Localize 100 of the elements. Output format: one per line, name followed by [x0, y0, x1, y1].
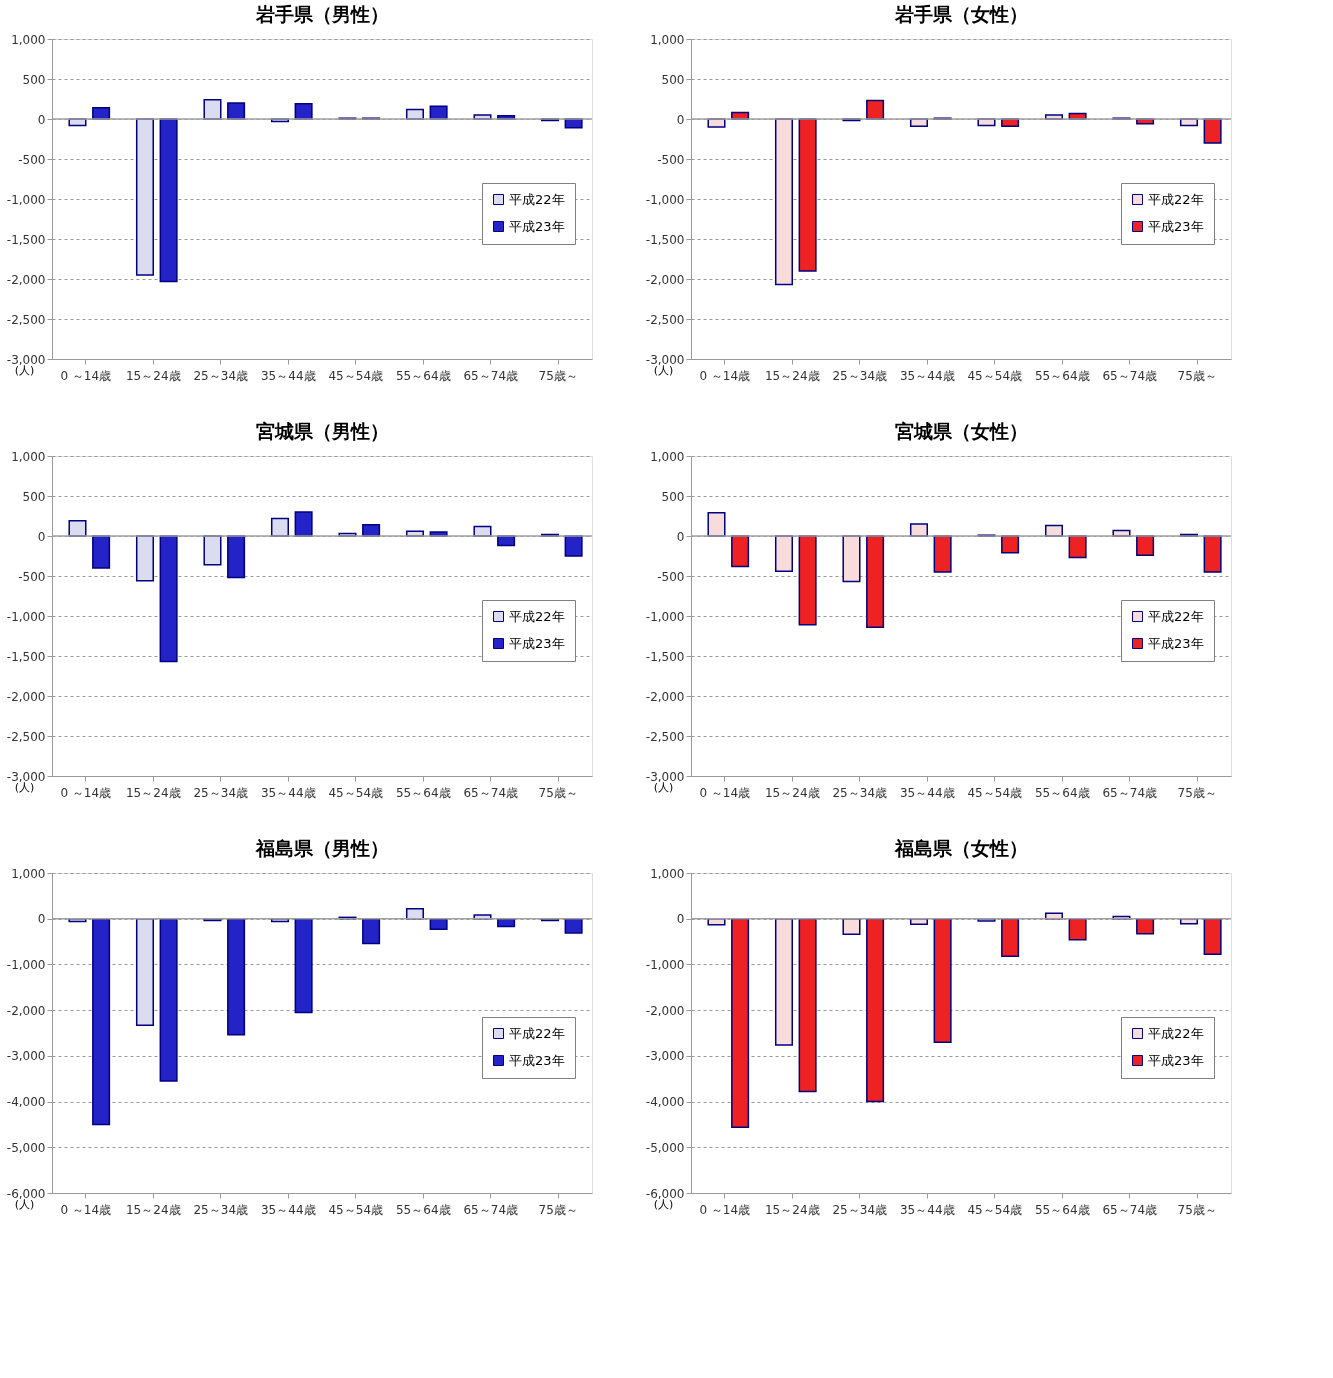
y-tick-label: -500 [18, 152, 46, 167]
x-tick-label: 35～44歳 [260, 368, 316, 383]
y-tick-label: -1,500 [645, 232, 685, 247]
x-tick-label: 15～24歳 [125, 785, 181, 800]
x-tick-label: 55～64歳 [1034, 1202, 1090, 1217]
legend-label: 平成23年 [509, 218, 565, 234]
y-tick-label: 1,000 [11, 32, 46, 47]
y-tick-label: 0 [37, 529, 46, 544]
x-tick-label: 0 ～14歳 [60, 368, 112, 383]
y-tick-label: -6,000 [6, 1186, 46, 1201]
legend-label: 平成23年 [1148, 635, 1204, 651]
x-tick-label: 25～34歳 [193, 368, 249, 383]
y-tick-label: -1,000 [645, 609, 685, 624]
y-tick-label: -1,500 [6, 649, 46, 664]
legend-label: 平成22年 [509, 608, 565, 624]
chart-title: 福島県（男性） [254, 837, 389, 859]
legend-label: 平成22年 [509, 191, 565, 207]
x-tick-label: 0 ～14歳 [699, 368, 751, 383]
x-tick-label: 45～54歳 [328, 785, 384, 800]
y-tick-label: 0 [676, 912, 685, 927]
x-tick-label: 0 ～14歳 [699, 785, 751, 800]
legend-label: 平成22年 [1148, 191, 1204, 207]
y-tick-label: 500 [661, 72, 685, 87]
x-tick-label: 75歳～ [1177, 368, 1217, 383]
x-tick-label: 15～24歳 [764, 1202, 820, 1217]
y-tick-label: -2,000 [645, 272, 685, 287]
y-tick-label: -4,000 [645, 1095, 685, 1110]
y-tick-label: -3,000 [6, 352, 46, 367]
x-tick-label: 75歳～ [538, 368, 578, 383]
legend-label: 平成23年 [1148, 1052, 1204, 1068]
x-tick-label: 65～74歳 [1102, 1202, 1158, 1217]
y-tick-label: -1,500 [6, 232, 46, 247]
y-tick-label: -2,000 [6, 272, 46, 287]
x-tick-label: 75歳～ [1177, 785, 1217, 800]
x-tick-label: 45～54歳 [967, 1202, 1023, 1217]
y-tick-label: 1,000 [11, 866, 46, 881]
y-tick-label: -1,500 [645, 649, 685, 664]
y-tick-label: -5,000 [645, 1140, 685, 1155]
y-tick-label: -3,000 [645, 1049, 685, 1064]
y-tick-label: 0 [37, 112, 46, 127]
x-tick-label: 55～64歳 [395, 368, 451, 383]
x-tick-label: 65～74歳 [463, 1202, 519, 1217]
y-tick-label: 500 [22, 72, 46, 87]
x-tick-label: 0 ～14歳 [60, 785, 112, 800]
x-tick-label: 45～54歳 [328, 368, 384, 383]
y-tick-label: -3,000 [6, 1049, 46, 1064]
chart-title: 宮城県（男性） [255, 420, 389, 442]
x-tick-label: 0 ～14歳 [699, 1202, 751, 1217]
x-tick-label: 55～64歳 [395, 785, 451, 800]
x-tick-label: 45～54歳 [967, 368, 1023, 383]
x-tick-label: 25～34歳 [193, 1202, 249, 1217]
x-tick-label: 75歳～ [1177, 1202, 1217, 1217]
x-tick-label: 15～24歳 [125, 1202, 181, 1217]
y-tick-label: 0 [37, 912, 46, 927]
y-tick-label: -2,500 [645, 312, 685, 327]
y-tick-label: -2,000 [6, 1003, 46, 1018]
x-tick-label: 15～24歳 [764, 368, 820, 383]
legend-label: 平成22年 [509, 1025, 565, 1041]
y-tick-label: -6,000 [645, 1186, 685, 1201]
y-tick-label: 1,000 [650, 32, 685, 47]
chart-title: 岩手県（女性） [893, 3, 1028, 25]
x-tick-label: 15～24歳 [764, 785, 820, 800]
y-tick-label: -2,500 [645, 729, 685, 744]
y-tick-label: -1,000 [6, 192, 46, 207]
x-tick-label: 65～74歳 [463, 368, 519, 383]
y-tick-label: 1,000 [11, 449, 46, 464]
y-tick-label: -3,000 [645, 769, 685, 784]
x-tick-label: 35～44歳 [899, 368, 955, 383]
y-tick-label: -4,000 [6, 1095, 46, 1110]
x-tick-label: 25～34歳 [832, 785, 888, 800]
x-tick-label: 35～44歳 [260, 785, 316, 800]
y-tick-label: -5,000 [6, 1140, 46, 1155]
y-tick-label: 1,000 [650, 449, 685, 464]
y-tick-label: 0 [676, 112, 685, 127]
y-tick-label: -2,500 [6, 729, 46, 744]
x-tick-label: 35～44歳 [899, 785, 955, 800]
y-tick-label: -2,500 [6, 312, 46, 327]
x-tick-label: 55～64歳 [1034, 785, 1090, 800]
legend-label: 平成22年 [1148, 1025, 1204, 1041]
x-tick-label: 45～54歳 [967, 785, 1023, 800]
y-tick-label: 500 [22, 489, 46, 504]
y-tick-label: -3,000 [6, 769, 46, 784]
x-tick-label: 65～74歳 [463, 785, 519, 800]
y-tick-label: -500 [657, 152, 685, 167]
chart-title: 宮城県（女性） [894, 420, 1028, 442]
y-tick-label: -3,000 [645, 352, 685, 367]
y-tick-label: -2,000 [645, 689, 685, 704]
y-tick-label: -1,000 [645, 192, 685, 207]
y-tick-label: -1,000 [6, 609, 46, 624]
chart-title: 岩手県（男性） [254, 3, 389, 25]
x-tick-label: 15～24歳 [125, 368, 181, 383]
x-tick-label: 45～54歳 [328, 1202, 384, 1217]
x-tick-label: 35～44歳 [260, 1202, 316, 1217]
y-tick-label: -500 [657, 569, 685, 584]
x-tick-label: 55～64歳 [395, 1202, 451, 1217]
y-tick-label: -1,000 [645, 957, 685, 972]
x-tick-label: 35～44歳 [899, 1202, 955, 1217]
legend-label: 平成22年 [1148, 608, 1204, 624]
y-tick-label: 500 [661, 489, 685, 504]
y-tick-label: -2,000 [6, 689, 46, 704]
